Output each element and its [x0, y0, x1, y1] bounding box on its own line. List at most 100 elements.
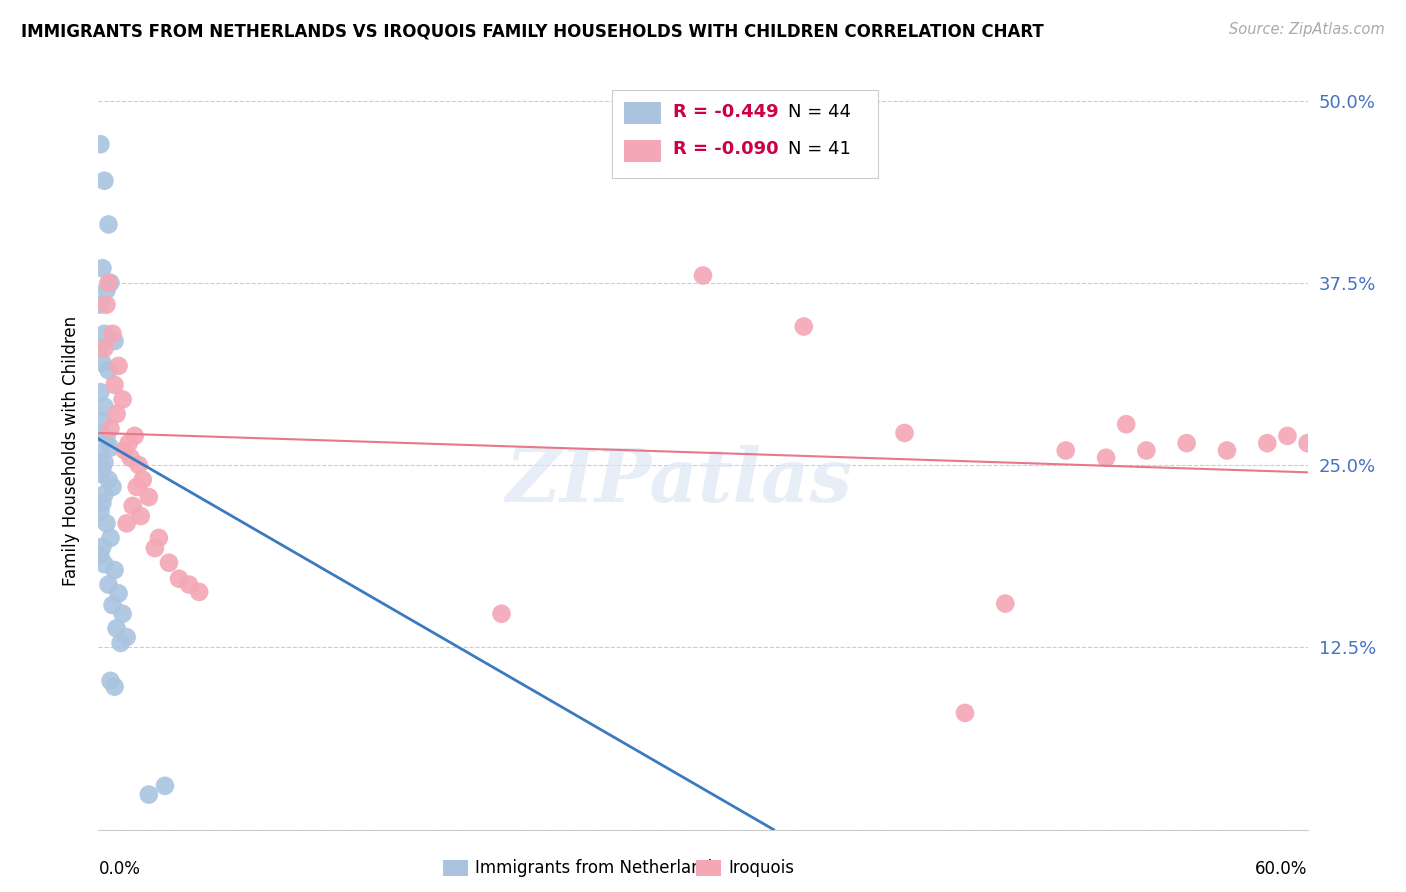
- Point: [132, 473, 155, 487]
- Point: [111, 607, 134, 621]
- Text: N = 41: N = 41: [787, 140, 851, 159]
- Text: Source: ZipAtlas.com: Source: ZipAtlas.com: [1229, 22, 1385, 37]
- Text: ZIPatlas: ZIPatlas: [505, 444, 852, 517]
- Point: [91, 261, 114, 276]
- Point: [692, 268, 714, 283]
- Point: [91, 496, 114, 510]
- Point: [893, 425, 915, 440]
- Point: [138, 788, 160, 802]
- Point: [103, 377, 125, 392]
- Point: [100, 441, 122, 455]
- Point: [91, 356, 114, 370]
- Point: [91, 461, 114, 475]
- Point: [105, 621, 128, 635]
- Point: [994, 597, 1017, 611]
- Point: [491, 607, 513, 621]
- Point: [89, 298, 111, 312]
- Point: [93, 455, 115, 469]
- Text: Immigrants from Netherlands: Immigrants from Netherlands: [475, 859, 721, 877]
- Text: 60.0%: 60.0%: [1256, 860, 1308, 878]
- Point: [128, 458, 150, 472]
- Point: [148, 531, 170, 545]
- Point: [125, 480, 148, 494]
- Point: [114, 443, 136, 458]
- Point: [93, 557, 115, 572]
- Point: [1054, 443, 1077, 458]
- Point: [107, 359, 129, 373]
- Point: [100, 531, 122, 545]
- Point: [111, 392, 134, 407]
- Point: [97, 218, 120, 232]
- Text: Iroquois: Iroquois: [728, 859, 794, 877]
- Point: [1175, 436, 1198, 450]
- FancyBboxPatch shape: [624, 102, 661, 125]
- Point: [138, 490, 160, 504]
- Point: [167, 572, 190, 586]
- Point: [157, 556, 180, 570]
- Point: [100, 421, 122, 435]
- Point: [1135, 443, 1157, 458]
- Text: IMMIGRANTS FROM NETHERLANDS VS IROQUOIS FAMILY HOUSEHOLDS WITH CHILDREN CORRELAT: IMMIGRANTS FROM NETHERLANDS VS IROQUOIS …: [21, 22, 1043, 40]
- Point: [1277, 429, 1299, 443]
- Point: [143, 541, 166, 556]
- Text: 0.0%: 0.0%: [98, 860, 141, 878]
- Point: [100, 673, 122, 688]
- Point: [115, 630, 138, 644]
- Point: [89, 137, 111, 152]
- Point: [110, 636, 132, 650]
- Point: [107, 586, 129, 600]
- Point: [1216, 443, 1239, 458]
- FancyBboxPatch shape: [624, 139, 661, 162]
- Point: [101, 598, 124, 612]
- Point: [93, 326, 115, 341]
- Point: [89, 467, 111, 481]
- Point: [103, 334, 125, 348]
- Point: [100, 276, 122, 290]
- Point: [1115, 417, 1137, 432]
- Point: [91, 540, 114, 554]
- Point: [129, 509, 152, 524]
- Point: [97, 363, 120, 377]
- Point: [89, 505, 111, 519]
- Point: [96, 432, 118, 446]
- Point: [120, 450, 142, 465]
- Point: [1296, 436, 1319, 450]
- Point: [793, 319, 815, 334]
- Point: [89, 425, 111, 440]
- Point: [89, 549, 111, 563]
- Point: [153, 779, 176, 793]
- Point: [96, 516, 118, 531]
- Point: [118, 436, 141, 450]
- FancyBboxPatch shape: [613, 90, 879, 178]
- Point: [124, 429, 146, 443]
- Point: [103, 563, 125, 577]
- Point: [1256, 436, 1278, 450]
- Point: [101, 326, 124, 341]
- Point: [179, 577, 201, 591]
- Text: N = 44: N = 44: [787, 103, 851, 120]
- Point: [96, 298, 118, 312]
- Point: [188, 585, 211, 599]
- Point: [97, 276, 120, 290]
- Point: [93, 342, 115, 356]
- Point: [103, 680, 125, 694]
- Point: [101, 480, 124, 494]
- Text: R = -0.449: R = -0.449: [672, 103, 779, 120]
- Point: [96, 283, 118, 297]
- Point: [115, 516, 138, 531]
- Y-axis label: Family Households with Children: Family Households with Children: [62, 316, 80, 585]
- Point: [89, 446, 111, 460]
- Point: [93, 174, 115, 188]
- Point: [89, 385, 111, 400]
- Point: [89, 342, 111, 356]
- Point: [93, 400, 115, 414]
- Point: [1095, 450, 1118, 465]
- Point: [93, 487, 115, 501]
- Point: [105, 407, 128, 421]
- Point: [121, 499, 143, 513]
- Point: [97, 473, 120, 487]
- Point: [953, 706, 976, 720]
- Text: R = -0.090: R = -0.090: [672, 140, 779, 159]
- Point: [91, 414, 114, 428]
- Point: [97, 577, 120, 591]
